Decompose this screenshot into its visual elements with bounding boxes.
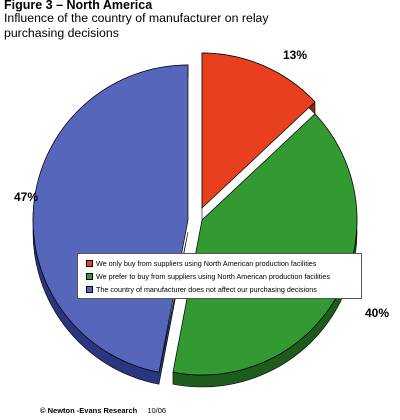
slice-value-label: 13% — [283, 48, 307, 62]
footer: © Newton -Evans Research 10/06 — [40, 406, 166, 415]
legend: We only buy from suppliers using North A… — [77, 253, 362, 299]
slice-value-label: 40% — [365, 306, 389, 320]
footer-date: 10/06 — [147, 406, 167, 415]
legend-item: The country of manufacturer does not aff… — [86, 283, 357, 296]
chart-subtitle: Influence of the country of manufacturer… — [4, 11, 269, 40]
legend-item: We prefer to buy from suppliers using No… — [86, 270, 357, 283]
legend-item: We only buy from suppliers using North A… — [86, 257, 357, 270]
legend-swatch-only-na — [86, 260, 93, 267]
legend-swatch-no-effect — [86, 286, 93, 293]
legend-label-only-na: We only buy from suppliers using North A… — [96, 259, 317, 268]
copyright: © Newton -Evans Research — [40, 406, 138, 415]
pie-slice — [172, 113, 358, 376]
legend-label-prefer-na: We prefer to buy from suppliers using No… — [96, 272, 330, 281]
pie-slice — [32, 64, 189, 373]
legend-swatch-prefer-na — [86, 273, 93, 280]
pie-slice — [201, 52, 316, 209]
legend-label-no-effect: The country of manufacturer does not aff… — [96, 285, 317, 294]
chart-title: Figure 3 – North America — [4, 0, 153, 12]
slice-value-label: 47% — [14, 190, 38, 204]
